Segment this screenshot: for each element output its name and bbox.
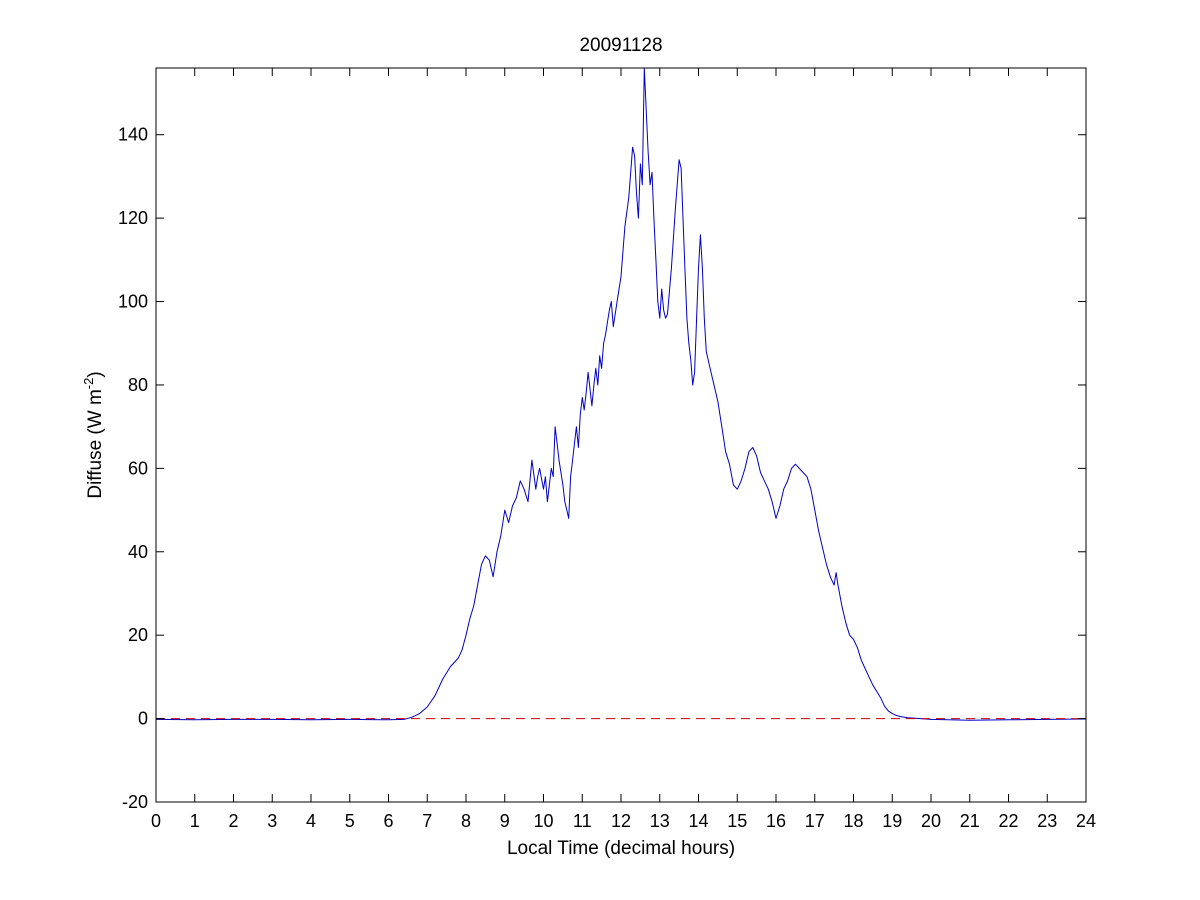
x-tick-label: 21 [960,811,980,831]
y-tick-label: 40 [128,542,148,562]
x-tick-label: 23 [1037,811,1057,831]
x-tick-label: 24 [1076,811,1096,831]
y-axis-label-sup: -2 [81,378,96,390]
x-tick-label: 4 [306,811,316,831]
chart-title: 20091128 [579,35,662,56]
x-tick-label: 19 [882,811,902,831]
tick-layer: 0 1 2 3 4 5 6 7 8 9 10 11 12 13 14 15 16 17 18 19 20 21 22 23 24… [118,68,1096,831]
x-tick-label: 16 [766,811,786,831]
series-layer [155,67,1087,721]
diffuse-series-line [155,67,1087,721]
x-tick-label: 3 [267,811,277,831]
y-tick-label: 0 [138,709,148,729]
x-tick-label: 11 [573,811,592,831]
x-tick-label: 0 [151,811,161,831]
x-tick-label: 20 [921,811,941,831]
x-axis-label: Local Time (decimal hours) [507,838,735,859]
x-tick-label: 7 [422,811,432,831]
plot-area [156,68,1086,802]
x-tick-label: 5 [345,811,355,831]
x-tick-label: 13 [650,811,670,831]
x-tick-label: 18 [843,811,863,831]
y-tick-label: 140 [118,125,148,145]
y-tick-label: 100 [118,292,148,312]
y-tick-label: -20 [122,792,148,812]
x-tick-label: 15 [727,811,747,831]
y-tick-label: 60 [128,458,148,478]
y-axis-label: Diffuse (W m-2) [81,371,106,498]
x-tick-label: 12 [611,811,631,831]
x-tick-label: 22 [998,811,1018,831]
y-axis-label-main: Diffuse (W m [85,389,106,498]
y-tick-label: 80 [128,375,148,395]
x-tick-label: 8 [461,811,471,831]
x-tick-label: 2 [228,811,238,831]
x-tick-label: 17 [805,811,825,831]
x-tick-label: 10 [533,811,553,831]
x-tick-label: 1 [190,811,200,831]
y-tick-label: 20 [128,625,148,645]
x-tick-label: 6 [383,811,393,831]
y-axis-label-close: ) [85,371,106,377]
x-tick-label: 14 [688,811,708,831]
y-tick-label: 120 [118,208,148,228]
x-tick-label: 9 [500,811,510,831]
plot-frame [155,67,1087,803]
